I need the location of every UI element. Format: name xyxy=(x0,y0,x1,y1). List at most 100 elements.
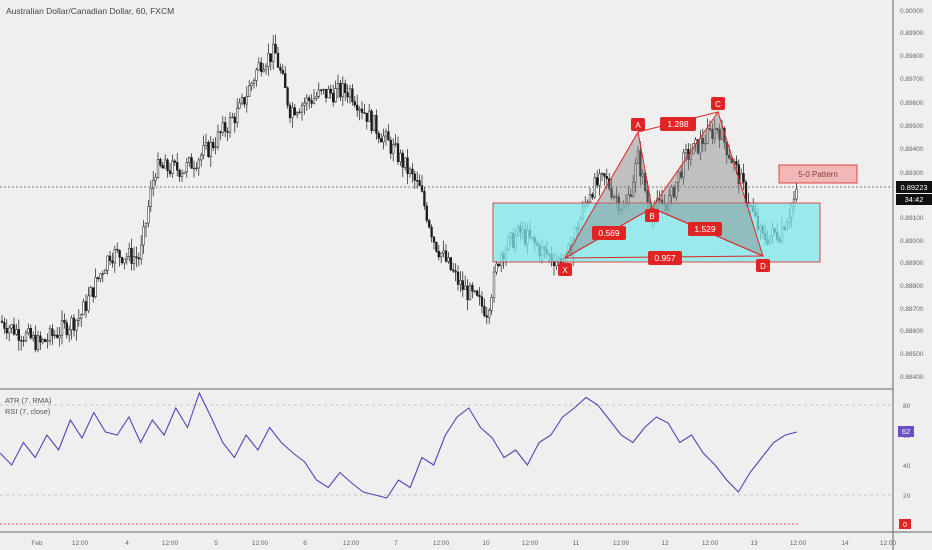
candle-bearish xyxy=(212,141,215,148)
candle-bearish xyxy=(629,194,632,197)
price-tick-label: 0.88900 xyxy=(900,260,924,267)
candle-bearish xyxy=(432,236,436,243)
candle-bearish xyxy=(226,131,229,133)
candle-bullish xyxy=(140,244,143,260)
candle-bullish xyxy=(689,153,692,160)
candle-bullish xyxy=(58,334,61,338)
time-tick-label: 12 xyxy=(661,540,669,547)
candle-bullish xyxy=(183,171,186,174)
candle-bearish xyxy=(12,324,16,335)
candle-bullish xyxy=(442,250,445,254)
candle-bearish xyxy=(166,159,169,172)
candle-bearish xyxy=(3,322,6,329)
candle-bearish xyxy=(425,205,428,221)
candle-bearish xyxy=(276,53,280,68)
price-tick-label: 0.88500 xyxy=(900,351,924,358)
candle-bearish xyxy=(243,97,246,105)
candle-bearish xyxy=(269,53,272,62)
candle-bearish xyxy=(224,122,227,132)
candle-bullish xyxy=(694,139,697,144)
svg-text:0: 0 xyxy=(903,522,907,529)
candle-bullish xyxy=(204,142,208,146)
price-tick-label: 0.90000 xyxy=(900,8,924,15)
price-tick-label: 0.88700 xyxy=(900,306,924,313)
candle-bearish xyxy=(92,287,95,298)
candle-bullish xyxy=(87,295,90,311)
candle-bearish xyxy=(159,159,162,166)
candle-bullish xyxy=(372,115,376,131)
time-tick-label: 11 xyxy=(573,540,580,547)
rsi-tick-label: 40 xyxy=(903,463,911,470)
candle-bullish xyxy=(492,271,496,298)
candle-bullish xyxy=(682,152,685,178)
candle-bearish xyxy=(730,157,733,164)
time-tick-label: 12:00 xyxy=(162,540,179,547)
candle-bearish xyxy=(324,88,328,99)
chart-title: Australian Dollar/Canadian Dollar, 60, F… xyxy=(6,6,174,16)
time-tick-label: 4 xyxy=(125,540,129,547)
point-label-c: C xyxy=(711,97,725,110)
candle-bearish xyxy=(478,295,481,298)
candle-bullish xyxy=(236,107,239,124)
candle-bearish xyxy=(111,260,114,264)
candle-bullish xyxy=(740,173,743,185)
price-axis[interactable]: 0.90000 0.89900 0.89800 0.89700 0.89600 0.895… xyxy=(900,8,924,381)
candle-bearish xyxy=(365,112,368,122)
candle-bullish xyxy=(399,152,402,162)
rsi-tick-label: 80 xyxy=(903,403,911,410)
candle-bearish xyxy=(476,290,479,296)
candle-bearish xyxy=(485,315,488,318)
candle-bearish xyxy=(65,322,68,336)
candle-bearish xyxy=(430,226,433,238)
price-tick-label: 0.89300 xyxy=(900,170,924,177)
candle-bearish xyxy=(39,335,42,343)
candle-bullish xyxy=(634,163,637,183)
candle-bullish xyxy=(598,173,601,186)
candle-bearish xyxy=(444,250,448,262)
candle-bullish xyxy=(334,88,337,103)
candle-bearish xyxy=(320,89,323,91)
time-axis[interactable]: Feb 12:00 4 12:00 5 12:00 6 12:00 7 12:00 10 12:00 1… xyxy=(31,540,896,547)
candle-bullish xyxy=(231,116,234,119)
candle-bullish xyxy=(185,162,188,173)
last-price-badge: 0.89223 xyxy=(896,181,932,193)
atr-value-badge: 0 xyxy=(899,519,911,529)
candle-bullish xyxy=(128,248,131,258)
candle-bearish xyxy=(207,142,210,157)
candle-bullish xyxy=(317,89,320,97)
svg-text:0.89223: 0.89223 xyxy=(900,183,927,192)
candle-bullish xyxy=(188,157,191,163)
candle-bearish xyxy=(401,152,404,168)
candle-bullish xyxy=(473,290,476,293)
price-tick-label: 0.89000 xyxy=(900,238,924,245)
candle-bearish xyxy=(168,170,172,175)
time-tick-label: 10 xyxy=(482,540,490,547)
candle-bearish xyxy=(708,128,712,130)
candle-bearish xyxy=(452,269,455,272)
candle-bullish xyxy=(192,167,196,170)
candle-bearish xyxy=(416,180,419,182)
candle-bearish xyxy=(718,129,721,140)
candle-bearish xyxy=(44,339,47,342)
candle-bullish xyxy=(408,168,412,174)
svg-text:D: D xyxy=(760,262,766,271)
candle-bullish xyxy=(70,317,73,330)
candle-bearish xyxy=(711,129,714,139)
candle-bearish xyxy=(389,139,392,154)
candle-bearish xyxy=(173,160,176,163)
time-tick-label: 12:00 xyxy=(252,540,269,547)
candle-bearish xyxy=(286,87,289,106)
candle-bullish xyxy=(384,131,388,137)
candle-bullish xyxy=(24,332,28,341)
countdown-badge: 34:42 xyxy=(896,194,932,205)
candle-bullish xyxy=(228,117,232,133)
svg-text:34:42: 34:42 xyxy=(905,195,924,204)
candle-bullish xyxy=(202,145,205,156)
candle-bullish xyxy=(706,128,709,144)
price-tick-label: 0.89800 xyxy=(900,53,924,60)
pattern-name-box: 5-0 Pattern xyxy=(778,164,858,184)
candle-bullish xyxy=(99,273,102,280)
candle-bearish xyxy=(293,107,296,116)
candle-bearish xyxy=(728,154,731,159)
